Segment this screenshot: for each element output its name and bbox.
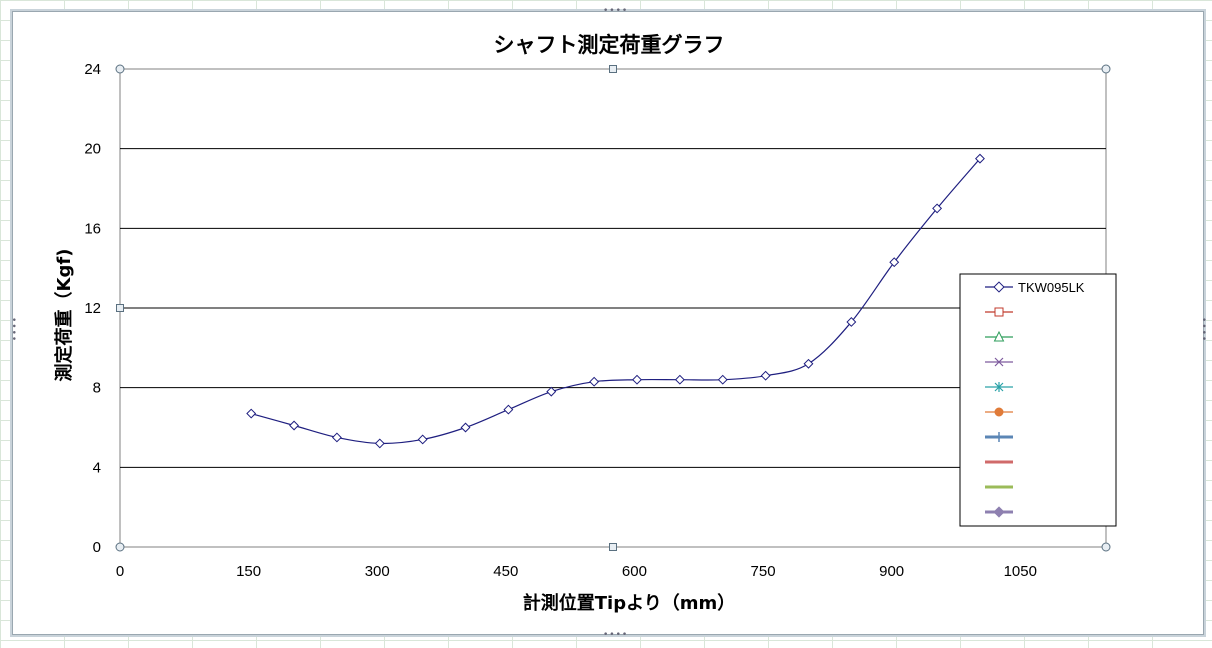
x-tick-label: 450 [493,563,518,580]
data-point-marker[interactable] [589,376,600,387]
plot-area-corner-handle[interactable] [1101,542,1111,552]
plot-area[interactable]: 0 4 8 12 16 20 24 0 150 300 450 600 750 900 1050 [84,61,1111,580]
x-tick-label: 900 [879,563,904,580]
x-tick-label: 1050 [1004,563,1037,580]
plot-area-corner-handle[interactable] [1101,64,1111,74]
data-point-marker[interactable] [460,422,471,433]
data-point-marker[interactable] [889,257,900,268]
line-chart: シャフト測定荷重グラフ 測定荷重（Kgf) 計測位置Tipより（mm） 0 4 8 1… [53,33,1117,614]
x-tick-label: 150 [236,563,261,580]
data-point-marker[interactable] [503,404,514,415]
legend-marker [993,330,1005,342]
chart-frame[interactable]: •••• •••• •••• •••• シャフト測定荷重グラフ 測定荷重（Kgf… [8,6,1208,640]
y-tick-label: 24 [84,61,101,78]
data-point-marker[interactable] [331,432,342,443]
y-tick-label: 4 [93,459,101,476]
x-axis-title: 計測位置Tipより（mm） [523,592,735,614]
legend-marker [994,307,1004,317]
data-point-marker[interactable] [846,316,857,327]
chart-title: シャフト測定荷重グラフ [494,33,725,57]
data-point-marker[interactable] [417,434,428,445]
y-tick-label: 0 [93,539,101,556]
x-tick-label: 750 [751,563,776,580]
x-tick-label: 600 [622,563,647,580]
data-point-marker[interactable] [803,358,814,369]
data-point-marker[interactable] [760,370,771,381]
legend-entry-label: TKW095LK [1018,280,1085,295]
data-point-marker[interactable] [246,408,257,419]
x-tick-label: 0 [116,563,124,580]
data-point-marker[interactable] [674,374,685,385]
data-point-marker[interactable] [374,438,385,449]
legend-box [959,273,1117,527]
frame-resize-handle-bottom[interactable]: •••• [603,630,629,640]
x-tick-label: 300 [365,563,390,580]
plot-area-corner-handle[interactable] [115,64,125,74]
legend-marker [994,407,1004,417]
legend-marker [993,281,1005,293]
y-tick-label: 16 [84,220,101,237]
data-point-marker[interactable] [289,420,300,431]
y-tick-label: 20 [84,141,101,158]
y-tick-label: 8 [93,380,101,397]
data-point-marker[interactable] [632,374,642,385]
frame-resize-handle-right[interactable]: •••• [1198,317,1208,343]
plot-area-side-handle[interactable] [609,543,617,551]
y-axis-title: 測定荷重（Kgf) [53,249,75,382]
data-point-marker[interactable] [546,386,557,397]
legend-marker [994,357,1004,367]
frame-resize-handle-top[interactable]: •••• [603,6,629,16]
legend[interactable]: TKW095LK [957,273,1117,527]
y-tick-label: 12 [84,300,101,317]
plot-area-side-handle[interactable] [116,304,124,312]
data-point-marker[interactable] [975,153,985,164]
frame-resize-handle-left[interactable]: •••• [8,317,18,343]
plot-area-side-handle[interactable] [609,65,617,73]
plot-area-corner-handle[interactable] [115,542,125,552]
legend-marker [994,382,1004,392]
legend-marker [993,506,1005,518]
series-line [251,158,981,445]
data-point-marker[interactable] [717,374,728,385]
data-point-marker[interactable] [932,203,943,214]
